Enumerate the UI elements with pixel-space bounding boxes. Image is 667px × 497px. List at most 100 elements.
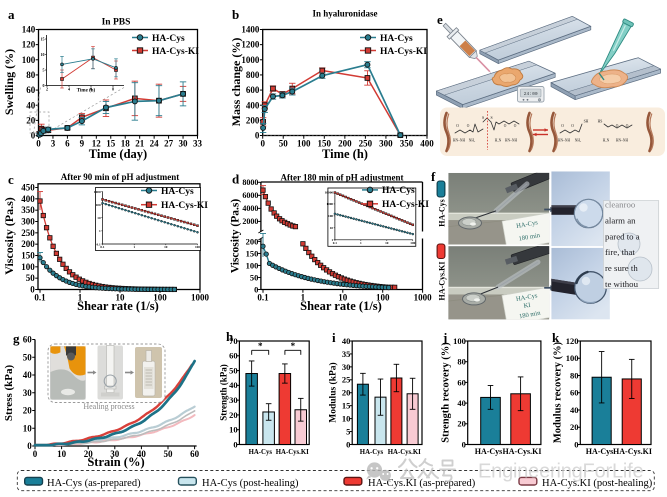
svg-text:0: 0	[33, 449, 38, 459]
svg-text:c: c	[8, 172, 14, 187]
svg-text:NH₂: NH₂	[575, 139, 582, 143]
svg-text:10: 10	[97, 216, 101, 220]
svg-text:a: a	[8, 7, 15, 22]
svg-text:100: 100	[410, 241, 415, 245]
svg-text:30: 30	[342, 362, 351, 372]
svg-text:HA-Cys-KI: HA-Cys-KI	[152, 47, 199, 57]
svg-text:O: O	[504, 124, 507, 128]
svg-text:30: 30	[229, 395, 238, 405]
svg-text:60: 60	[26, 85, 36, 95]
svg-text:20: 20	[26, 115, 36, 125]
svg-text:0: 0	[30, 285, 35, 295]
svg-text:O: O	[571, 124, 574, 128]
svg-text:HA-Cys: HA-Cys	[586, 447, 614, 456]
svg-text:5: 5	[346, 427, 350, 437]
svg-text:HA-Cys.KI: HA-Cys.KI	[276, 449, 309, 456]
svg-text:40: 40	[137, 449, 147, 459]
svg-text:250: 250	[359, 138, 373, 148]
svg-text:180 min: 180 min	[518, 232, 541, 243]
svg-text:KI: KI	[523, 302, 531, 310]
svg-text:20: 20	[84, 449, 94, 459]
svg-text:100: 100	[246, 260, 259, 270]
svg-text:HA-Cys.KI: HA-Cys.KI	[438, 262, 447, 301]
svg-text:HA-Cys: HA-Cys	[249, 449, 273, 456]
svg-text:150: 150	[21, 251, 35, 261]
svg-text:HA-Cys: HA-Cys	[515, 292, 538, 303]
svg-text:In hyaluronidase: In hyaluronidase	[312, 9, 377, 19]
svg-text:20: 20	[23, 406, 33, 416]
svg-text:100: 100	[22, 55, 36, 65]
svg-text:HN–NH: HN–NH	[616, 139, 629, 143]
svg-text:HA-Cys: HA-Cys	[360, 449, 384, 456]
svg-text:0: 0	[254, 284, 258, 294]
svg-text:O: O	[616, 124, 619, 128]
svg-text:0: 0	[260, 138, 265, 148]
svg-text:0: 0	[462, 439, 466, 449]
svg-text:15: 15	[41, 37, 45, 42]
svg-text:400: 400	[246, 100, 260, 110]
svg-text:0.1: 0.1	[34, 292, 46, 302]
svg-text:9: 9	[80, 138, 85, 148]
svg-text:1: 1	[133, 245, 135, 249]
svg-text:O: O	[561, 124, 564, 128]
svg-text:Viscosity (Pa.s): Viscosity (Pa.s)	[230, 199, 242, 273]
svg-text:e: e	[437, 12, 443, 27]
svg-text:3: 3	[51, 138, 56, 148]
svg-text:Time (h): Time (h)	[77, 89, 96, 94]
svg-text:150: 150	[246, 248, 259, 258]
svg-text:HA-Cys: HA-Cys	[380, 34, 413, 44]
svg-text:100: 100	[21, 262, 35, 272]
svg-text:21: 21	[135, 138, 145, 148]
svg-text:HA-Cys (post-healing): HA-Cys (post-healing)	[202, 478, 299, 489]
svg-text:12: 12	[92, 138, 102, 148]
svg-text:j: j	[442, 330, 447, 345]
svg-text:1: 1	[78, 292, 83, 302]
svg-text:Time (day): Time (day)	[89, 147, 147, 161]
svg-text:HA-Cys: HA-Cys	[475, 447, 503, 456]
svg-text:0.1: 0.1	[333, 241, 338, 245]
svg-text:1: 1	[360, 241, 362, 245]
svg-text:450: 450	[21, 183, 35, 193]
svg-text:50: 50	[279, 138, 289, 148]
svg-text:30: 30	[179, 138, 189, 148]
svg-text:350: 350	[21, 205, 35, 215]
svg-text:HN–NH: HN–NH	[558, 139, 571, 143]
svg-text:b: b	[232, 7, 239, 22]
svg-text:Strength (kPa): Strength (kPa)	[219, 364, 229, 421]
svg-text:60: 60	[457, 377, 466, 387]
svg-text:70: 70	[229, 336, 238, 346]
svg-text:24: 24	[150, 138, 160, 148]
svg-text:10: 10	[23, 423, 33, 433]
svg-text:1000: 1000	[94, 190, 101, 194]
svg-text:HA-Cys: HA-Cys	[152, 34, 185, 44]
svg-text:HA-Cys (as-prepared): HA-Cys (as-prepared)	[47, 478, 141, 489]
svg-text:te withou: te withou	[605, 279, 639, 289]
svg-text:140: 140	[22, 25, 36, 35]
svg-text:100: 100	[328, 214, 333, 218]
svg-text:SH: SH	[584, 120, 589, 124]
svg-text:40: 40	[229, 380, 238, 390]
svg-text:10: 10	[330, 226, 334, 230]
svg-text:35: 35	[342, 349, 351, 359]
svg-text:10: 10	[164, 245, 168, 249]
svg-text:1400: 1400	[241, 25, 260, 35]
svg-text:HA-Cys-KI: HA-Cys-KI	[380, 47, 427, 57]
svg-text:5: 5	[43, 68, 45, 73]
svg-text:1200: 1200	[241, 40, 260, 50]
svg-text:350: 350	[400, 138, 414, 148]
svg-text:1000: 1000	[414, 292, 433, 302]
svg-text:20: 20	[342, 388, 351, 398]
svg-text:2: 2	[46, 87, 48, 92]
svg-text:4000: 4000	[242, 204, 258, 213]
svg-text:Shear rate (1/s): Shear rate (1/s)	[300, 299, 382, 313]
svg-text:50: 50	[164, 449, 174, 459]
svg-text:Modulus recovery (%): Modulus recovery (%)	[553, 341, 564, 443]
svg-text:0: 0	[31, 131, 36, 141]
svg-text:O: O	[626, 124, 629, 128]
svg-text:Swelling (%): Swelling (%)	[2, 49, 16, 115]
svg-text:60: 60	[570, 388, 579, 398]
svg-text:0: 0	[255, 131, 260, 141]
svg-text:4: 4	[68, 87, 70, 92]
svg-text:6: 6	[65, 138, 70, 148]
svg-text:HA-Cys.KI (post-healing): HA-Cys.KI (post-healing)	[542, 478, 653, 489]
